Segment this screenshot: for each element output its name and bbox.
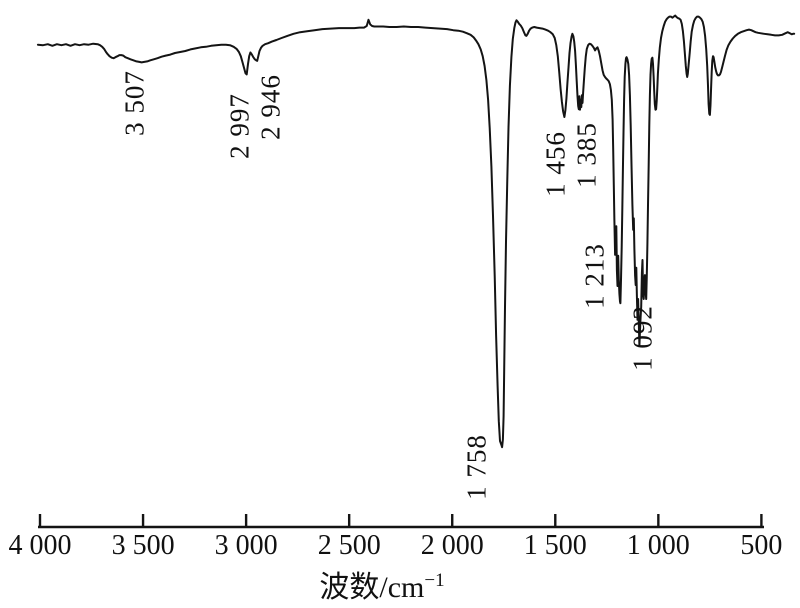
- x-tick-label-4000: 4 000: [8, 530, 72, 561]
- peak-label-2997: 2 997: [224, 93, 255, 159]
- x-tick-label-2500: 2 500: [317, 530, 381, 561]
- peak-label-1213: 1 213: [579, 243, 610, 309]
- peak-label-1758: 1 758: [461, 434, 492, 500]
- x-tick-label-3500: 3 500: [111, 530, 175, 561]
- x-tick-label-3000: 3 000: [214, 530, 278, 561]
- x-axis-title: 波数/cm−1: [319, 570, 445, 604]
- peak-label-1385: 1 385: [571, 122, 602, 188]
- x-tick-label-1500: 1 500: [523, 530, 587, 561]
- x-tick-label-500: 500: [740, 530, 783, 561]
- peak-label-2946: 2 946: [255, 74, 286, 140]
- x-tick-label-1000: 1 000: [626, 530, 690, 561]
- peak-label-3507: 3 507: [119, 70, 150, 136]
- peak-label-1092: 1 092: [627, 305, 658, 371]
- x-axis-title-superscript: −1: [424, 570, 445, 591]
- peak-label-1456: 1 456: [540, 131, 571, 197]
- x-axis-title-text: 波数/cm: [319, 571, 425, 604]
- x-tick-label-2000: 2 000: [420, 530, 484, 561]
- spectrum-curve: [36, 14, 796, 449]
